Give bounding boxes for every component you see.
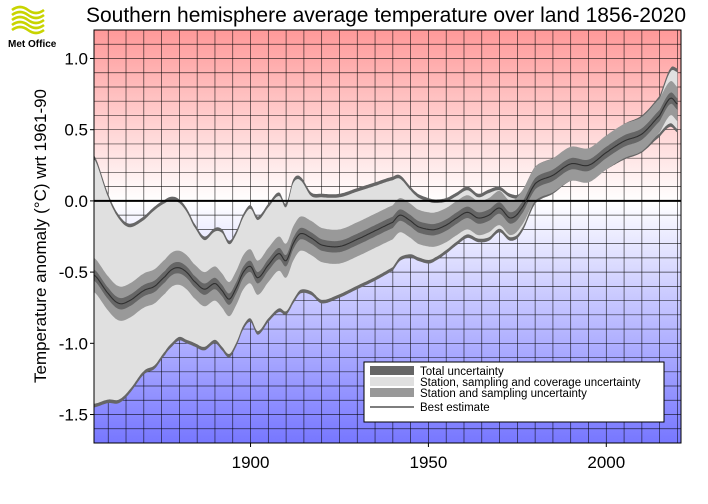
- logo-wave-stroke: [11, 5, 45, 15]
- y-tick-label: 0.5: [64, 121, 88, 140]
- legend: Total uncertainty Station, sampling and …: [363, 361, 665, 423]
- y-axis-label: Temperature anomaly (°C) wrt 1961-90: [31, 89, 50, 383]
- x-tick-label: 2000: [587, 453, 625, 472]
- logo-wave-stroke: [11, 25, 45, 35]
- met-office-logo-text: Met Office: [8, 39, 57, 50]
- y-tick-label: 0.0: [64, 192, 88, 211]
- legend-label-total-uncertainty: Total uncertainty: [420, 366, 504, 378]
- station-uncertainty-band: [94, 81, 678, 321]
- logo-wave-stroke: [11, 20, 45, 30]
- legend-label-best-estimate: Best estimate: [420, 402, 490, 414]
- y-tick-label: -1.0: [59, 334, 88, 353]
- logo-wave-stroke: [11, 15, 45, 25]
- y-tick-label: -0.5: [59, 263, 88, 282]
- y-tick-label: -1.5: [59, 406, 88, 425]
- legend-swatch-total-uncertainty: [370, 366, 414, 375]
- met-office-logo: Met Office: [8, 5, 57, 50]
- y-tick-label: 1.0: [64, 49, 88, 68]
- met-office-wave-icon: [11, 5, 45, 35]
- y-axis-ticks: -1.5 -1.0 -0.5 0.0 0.5 1.0: [59, 49, 94, 425]
- legend-label-coverage-uncertainty: Station, sampling and coverage uncertain…: [420, 377, 641, 389]
- x-axis-ticks: 1900 1950 2000: [232, 443, 625, 472]
- legend-swatch-station-uncertainty: [370, 388, 414, 397]
- best-estimate-group: [94, 97, 678, 305]
- legend-label-station-uncertainty: Station and sampling uncertainty: [420, 388, 587, 400]
- x-tick-label: 1900: [232, 453, 270, 472]
- legend-swatch-coverage-uncertainty: [370, 377, 414, 386]
- x-tick-label: 1950: [409, 453, 447, 472]
- best-estimate-line: [94, 97, 678, 305]
- plot-frame: [93, 29, 682, 444]
- chart-title: Southern hemisphere average temperature …: [86, 4, 686, 27]
- logo-wave-stroke: [11, 10, 45, 20]
